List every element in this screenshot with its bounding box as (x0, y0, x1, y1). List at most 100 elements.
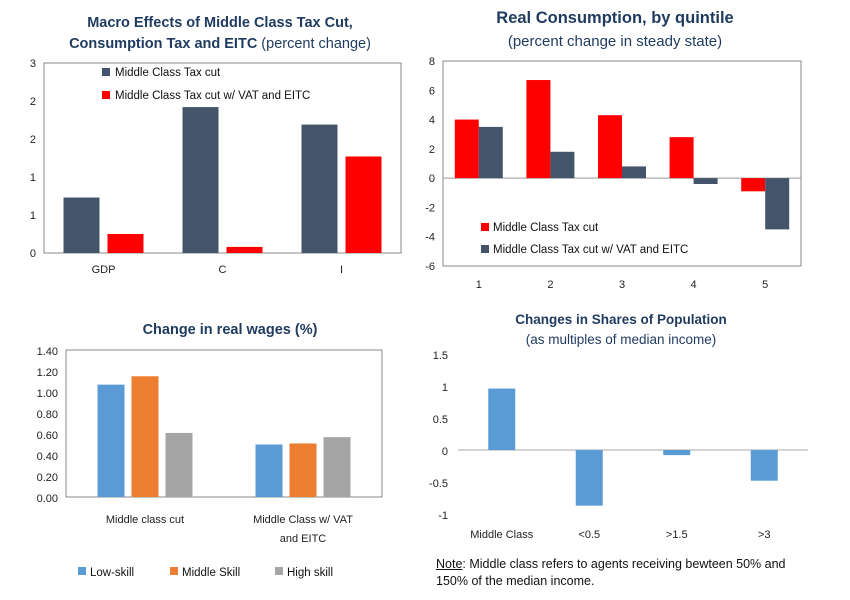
quintile-legend-swatch-2 (481, 245, 489, 253)
shares-xtick-label: <0.5 (578, 529, 600, 541)
macro-ytick-label: 2 (30, 134, 36, 146)
macro-bar-c-s1 (182, 107, 219, 253)
quintile-bar-q3-s1 (598, 115, 622, 179)
quintile-bar-q5-s2 (765, 178, 790, 230)
shares-xtick-label: Middle Class (470, 529, 533, 541)
quintile-chart: Real Consumption, by quintile (percent c… (425, 9, 802, 291)
quintile-xtick-label: 1 (476, 279, 482, 291)
macro-title-line1: Macro Effects of Middle Class Tax Cut, (87, 15, 353, 31)
macro-xtick-label: GDP (92, 264, 116, 276)
quintile-bar-q5-s1 (741, 178, 766, 192)
footnote-text: : Middle class refers to agents receivin… (436, 557, 786, 588)
quintile-ytick-label: -4 (425, 232, 435, 244)
shares-ytick-label: 1.5 (433, 350, 448, 362)
wages-chart: Change in real wages (%) 0.00 0.20 0.40 0.6… (37, 322, 383, 579)
wages-legend-swatch-1 (78, 567, 86, 575)
footnote-label: Note (436, 557, 463, 571)
macro-bar-i-s1 (301, 124, 338, 253)
macro-xtick-label: C (219, 264, 227, 276)
macro-title-line2: Consumption Tax and EITC (percent change) (69, 36, 371, 52)
quintile-xtick-label: 2 (547, 279, 553, 291)
wages-bar-c2-s1 (255, 444, 283, 497)
quintile-ytick-label: 4 (429, 115, 435, 127)
wages-title: Change in real wages (%) (143, 322, 318, 338)
wages-xtick-label: Middle Class w/ VAT (253, 514, 353, 526)
shares-ytick-label: 1 (442, 382, 448, 394)
wages-legend-label-1: Low-skill (90, 567, 134, 579)
macro-ytick-label: 2 (30, 96, 36, 108)
wages-plot-area (65, 349, 383, 498)
wages-bar-c1-s3 (165, 432, 193, 497)
macro-legend-swatch-1 (102, 68, 110, 76)
quintile-xtick-label: 5 (762, 279, 768, 291)
quintile-xtick-label: 4 (691, 279, 697, 291)
quintile-legend-label-1: Middle Class Tax cut (493, 222, 599, 234)
shares-chart: Changes in Shares of Population (as mult… (429, 312, 808, 541)
macro-bar-i-s2 (345, 156, 382, 253)
wages-xtick-label: Middle class cut (106, 514, 184, 526)
wages-ytick-label: 0.80 (37, 409, 58, 421)
wages-bar-c1-s1 (97, 384, 125, 497)
wages-legend-swatch-2 (170, 567, 178, 575)
quintile-ytick-label: 0 (429, 173, 435, 185)
wages-legend-swatch-3 (275, 567, 283, 575)
shares-bar-2 (575, 450, 603, 506)
quintile-legend-label-2: Middle Class Tax cut w/ VAT and EITC (493, 244, 688, 256)
quintile-bar-q4-s2 (693, 178, 718, 184)
wages-bar-c1-s2 (131, 376, 159, 497)
wages-legend-label-3: High skill (287, 567, 333, 579)
macro-ytick-label: 1 (30, 210, 36, 222)
wages-ytick-label: 0.20 (37, 472, 58, 484)
quintile-subtitle: (percent change in steady state) (508, 33, 722, 50)
quintile-bar-q1-s1 (454, 119, 479, 179)
shares-ytick-label: -1 (438, 510, 448, 522)
macro-legend-label-2: Middle Class Tax cut w/ VAT and EITC (115, 90, 310, 102)
wages-ytick-label: 0.00 (37, 493, 58, 505)
macro-legend-swatch-2 (102, 91, 110, 99)
quintile-ytick-label: 2 (429, 144, 435, 156)
wages-ytick-label: 1.20 (37, 367, 58, 379)
quintile-bar-q3-s2 (622, 166, 646, 179)
wages-ytick-label: 0.40 (37, 451, 58, 463)
quintile-ytick-label: 8 (429, 56, 435, 68)
shares-ytick-label: 0 (442, 446, 448, 458)
macro-xtick-label: I (340, 264, 343, 276)
quintile-bar-q2-s2 (550, 151, 575, 179)
footnote: Note: Middle class refers to agents rece… (436, 556, 816, 590)
shares-title: Changes in Shares of Population (515, 312, 727, 327)
quintile-xtick-label: 3 (619, 279, 625, 291)
macro-title-suffix: (percent change) (261, 36, 371, 52)
shares-xtick-label: >1.5 (666, 529, 688, 541)
macro-legend-label-1: Middle Class Tax cut (115, 67, 221, 79)
wages-bar-c2-s2 (289, 443, 317, 497)
quintile-bar-q1-s2 (478, 126, 503, 179)
quintile-ytick-label: -6 (425, 261, 435, 273)
quintile-title: Real Consumption, by quintile (496, 9, 733, 27)
shares-subtitle: (as multiples of median income) (526, 332, 717, 347)
shares-bar-4 (750, 450, 778, 481)
wages-legend-label-2: Middle Skill (182, 567, 240, 579)
shares-bar-1 (488, 388, 516, 450)
shares-ytick-label: 0.5 (433, 414, 448, 426)
quintile-bar-q2-s1 (526, 80, 551, 179)
macro-bar-gdp-s2 (107, 234, 144, 253)
macro-bar-c-s2 (226, 246, 263, 253)
quintile-bar-q4-s1 (669, 137, 694, 179)
macro-ytick-label: 1 (30, 172, 36, 184)
wages-xtick-label: and EITC (280, 533, 327, 545)
macro-ytick-label: 0 (30, 248, 36, 260)
macro-ytick-label: 3 (30, 58, 36, 70)
shares-xtick-label: >3 (758, 529, 771, 541)
wages-ytick-label: 1.00 (37, 388, 58, 400)
shares-bar-3 (663, 450, 691, 456)
macro-bar-gdp-s1 (63, 197, 100, 253)
wages-ytick-label: 0.60 (37, 430, 58, 442)
quintile-plot-area (442, 60, 802, 267)
quintile-ytick-label: 6 (429, 85, 435, 97)
macro-plot-area (43, 62, 402, 254)
macro-title-main: Consumption Tax and EITC (69, 36, 258, 52)
shares-ytick-label: -0.5 (429, 478, 448, 490)
quintile-legend-swatch-1 (481, 223, 489, 231)
wages-ytick-label: 1.40 (37, 346, 58, 358)
macro-effects-chart: Macro Effects of Middle Class Tax Cut, C… (30, 15, 402, 276)
